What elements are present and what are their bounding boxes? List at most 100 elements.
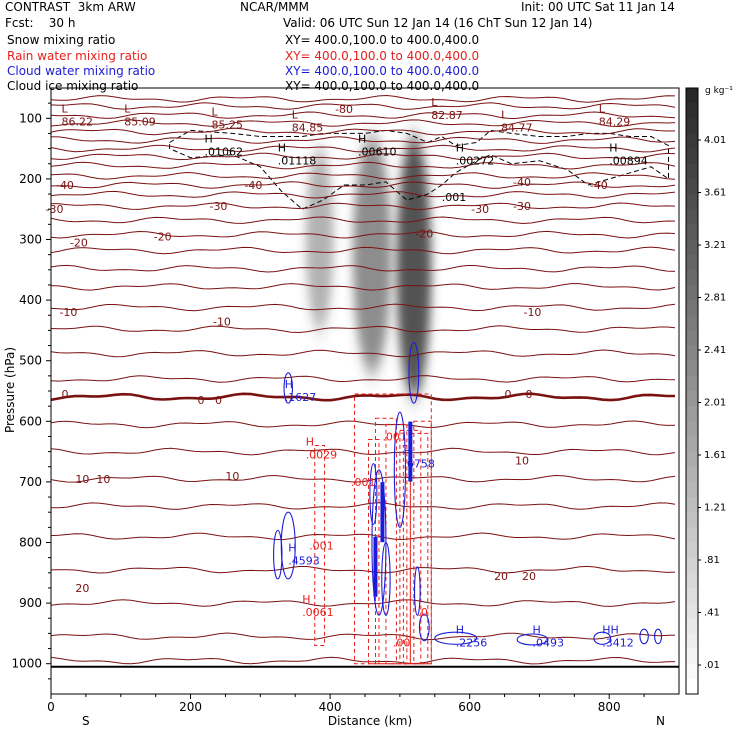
y-tick-label-3: 400 (19, 293, 42, 307)
colorbar-swatch (686, 118, 698, 134)
isotherm-27 (51, 532, 676, 541)
cloud-water-contours (273, 341, 663, 646)
cloud-water-contour-13 (273, 529, 283, 580)
ice-max-value-2: .00610 (358, 146, 397, 159)
isotherm-14 (51, 230, 676, 239)
rain-contours (314, 393, 432, 665)
low-marker-4: L (431, 96, 438, 109)
isotherm-label-18: 0 (505, 388, 512, 401)
colorbar-label-6: 1.61 (704, 450, 726, 461)
rain-max-marker-0: H (306, 436, 314, 449)
snow-shading (305, 136, 432, 398)
isotherm-label-0: -80 (335, 103, 353, 116)
isotherm-label-23: 10 (515, 455, 529, 468)
field-xy-cloud-water: XY= 400.0,100.0 to 400.0,400.0 (285, 64, 480, 78)
colorbar-label-2: 3.21 (704, 240, 726, 251)
colorbar-swatch (686, 239, 698, 256)
low-value-0: 86.22 (61, 115, 93, 128)
colorbar-label-9: .41 (704, 608, 720, 619)
cloud-water-contour-10 (593, 631, 612, 645)
field-label-cloud-ice: Cloud ice mixing ratio (7, 79, 139, 93)
cloud-water-core-2 (408, 421, 413, 482)
valid-time: Valid: 06 UTC Sun 12 Jan 14 (16 ChT Sun … (283, 16, 593, 30)
colorbar-swatch (686, 557, 698, 574)
low-value-6: 84.29 (599, 115, 631, 128)
isotherm-label-3: -40 (513, 176, 531, 189)
colorbar-swatch (686, 103, 698, 119)
colorbar-swatch (686, 618, 698, 634)
isotherm-26 (51, 502, 676, 510)
isotherm-label-10: -20 (154, 230, 172, 243)
cloud-water-contour-3 (393, 411, 407, 528)
cloud-water-max-value-3: .2256 (456, 636, 488, 649)
isotherm-1 (51, 102, 676, 110)
low-value-2: 85.25 (211, 118, 243, 131)
colorbar-swatch (686, 269, 698, 286)
isotherm-8 (51, 161, 676, 170)
isotherm-label-22: 10 (225, 470, 239, 483)
low-value-3: 84.85 (292, 121, 324, 134)
rain-value-6: .00 (393, 636, 411, 649)
colorbar-swatch (686, 678, 698, 695)
cloud-water-contour-14 (413, 566, 421, 616)
low-marker-6: L (599, 102, 606, 115)
colorbar-swatch (686, 375, 698, 392)
isotherm-4 (51, 127, 676, 136)
colorbar-swatch (686, 391, 698, 407)
cloud-water-max-marker-5: HH (602, 623, 619, 636)
rain-contour-4 (409, 432, 429, 665)
y-tick-label-7: 800 (19, 536, 42, 550)
colorbar-swatch (686, 633, 698, 650)
ice-max-value-5: .001 (442, 191, 467, 204)
init-time: Init: 00 UTC Sat 11 Jan 14 (521, 0, 675, 14)
cloud-ice-contours (169, 129, 669, 210)
x-axis-label: Distance (km) (328, 714, 412, 728)
colorbar-swatch (686, 587, 698, 604)
isotherm-label-6: -30 (209, 200, 227, 213)
isotherm-label-7: -30 (471, 203, 489, 216)
rain-value-0: .0029 (306, 449, 338, 462)
cloud-water-max-marker-4: H (532, 623, 540, 636)
isotherm-label-26: 20 (522, 570, 536, 583)
x-tick-label-0: 0 (47, 700, 55, 714)
colorbar-swatch (686, 466, 698, 483)
isotherm-label-5: -30 (46, 203, 64, 216)
colorbar-label-5: 2.01 (704, 398, 726, 409)
rain-contour-8 (402, 445, 411, 665)
low-marker-5: L (501, 108, 508, 121)
cloud-water-core-0 (373, 536, 378, 597)
ice-max-value-0: .01062 (205, 146, 244, 159)
rain-value-1: .0061 (302, 606, 334, 619)
colorbar-swatch (686, 148, 698, 165)
isotherm-15 (51, 246, 676, 255)
low-value-5: 84.77 (501, 121, 532, 134)
cloud-water-max-marker-2: H (403, 445, 411, 458)
colorbar-label-10: .01 (704, 660, 720, 671)
isotherm-10 (51, 181, 676, 189)
colorbar-label-1: 3.61 (704, 188, 726, 199)
isotherm-6 (51, 144, 676, 153)
isotherm-label-16: 0 (198, 394, 205, 407)
colorbar-swatch (686, 88, 698, 104)
colorbar-swatch (686, 527, 698, 543)
isotherm-label-13: -10 (213, 315, 231, 328)
isotherm-21 (51, 375, 676, 383)
field-label-cloud-water: Cloud water mixing ratio (7, 64, 156, 78)
isotherm-label-14: -10 (523, 306, 541, 319)
isotherm-16 (51, 264, 676, 273)
rain-value-2: .001 (309, 540, 334, 553)
cloud-water-contour-8 (434, 631, 478, 645)
isotherm-9 (51, 171, 676, 180)
colorbar-swatch (686, 163, 698, 180)
forecast-hour: Fcst: 30 h (5, 16, 76, 30)
isotherm-3 (51, 119, 676, 128)
cloud-water-max-value-1: .4593 (288, 555, 320, 568)
ice-max-value-4: .00894 (609, 155, 648, 168)
colorbar-swatch (686, 481, 698, 498)
colorbar-label-7: 1.21 (704, 503, 726, 514)
isotherm-29 (51, 599, 676, 607)
contour-labels: -80 -40 -40 -40 -40 -30 -30 -30 -30 -20 -20 -20 -10 -… (46, 96, 648, 649)
isotherm-label-21: 10 (96, 473, 110, 486)
cloud-water-max-value-5: .3412 (602, 636, 634, 649)
